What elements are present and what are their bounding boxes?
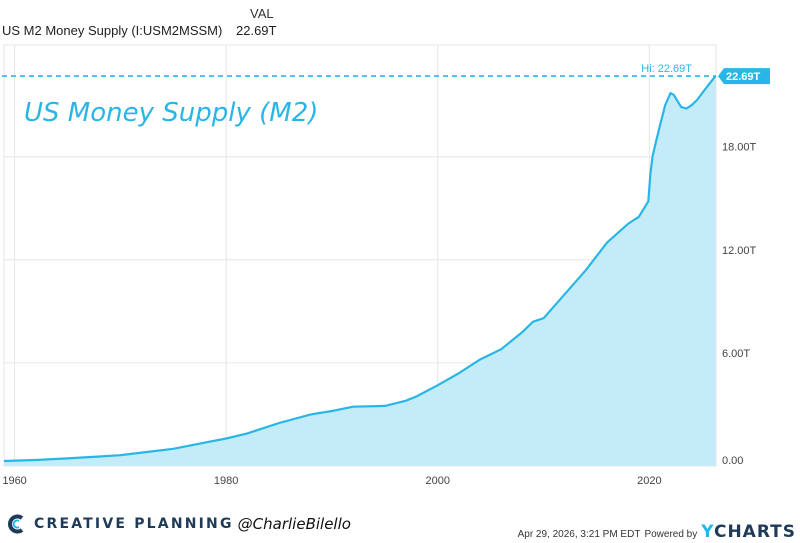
x-axis: 1960 1980 2000 2020 <box>2 475 661 487</box>
series-area-fill <box>4 76 716 466</box>
y-tick-label: 18.00T <box>722 142 757 154</box>
last-value-tag-text: 22.69T <box>726 71 761 83</box>
chart-title: US Money Supply (M2) <box>24 98 318 128</box>
x-tick-label: 1960 <box>2 475 26 487</box>
powered-by-label: Powered by <box>644 529 698 540</box>
author-handle: @CharlieBilello <box>237 515 351 533</box>
last-value-tag-shape <box>718 68 770 85</box>
legend-series-value: 22.69T <box>236 23 277 38</box>
timestamp: Apr 29, 2026, 3:21 PM EDT <box>517 529 641 540</box>
y-axis: 0.00 6.00T 12.00T 18.00T <box>722 142 757 467</box>
x-tick-label: 1980 <box>214 475 238 487</box>
series-line[interactable] <box>3 75 717 463</box>
ycharts-logo-text: CHARTS <box>713 522 796 542</box>
legend-series-name[interactable]: US M2 Money Supply (I:USM2MSSM) <box>2 23 223 38</box>
high-label: Hi: 22.69T <box>641 63 692 75</box>
ycharts-logo-initial: Y <box>701 522 714 542</box>
legend-header: VAL <box>250 6 274 21</box>
last-value-tag: 22.69T <box>718 68 770 85</box>
creative-planning-logo: CREATIVE PLANNING @CharlieBilello <box>8 513 351 535</box>
x-tick-label: 2000 <box>426 475 450 487</box>
x-tick-label: 2020 <box>637 475 661 487</box>
creative-planning-c-icon <box>8 514 24 534</box>
ycharts-logo[interactable]: YCHARTS <box>701 522 796 542</box>
footer: Apr 29, 2026, 3:21 PM EDT Powered by YCH… <box>518 522 796 542</box>
brand-name: CREATIVE PLANNING <box>34 516 234 532</box>
y-tick-label: 0.00 <box>722 455 743 467</box>
y-tick-label: 12.00T <box>722 245 757 257</box>
y-tick-label: 6.00T <box>722 348 750 360</box>
